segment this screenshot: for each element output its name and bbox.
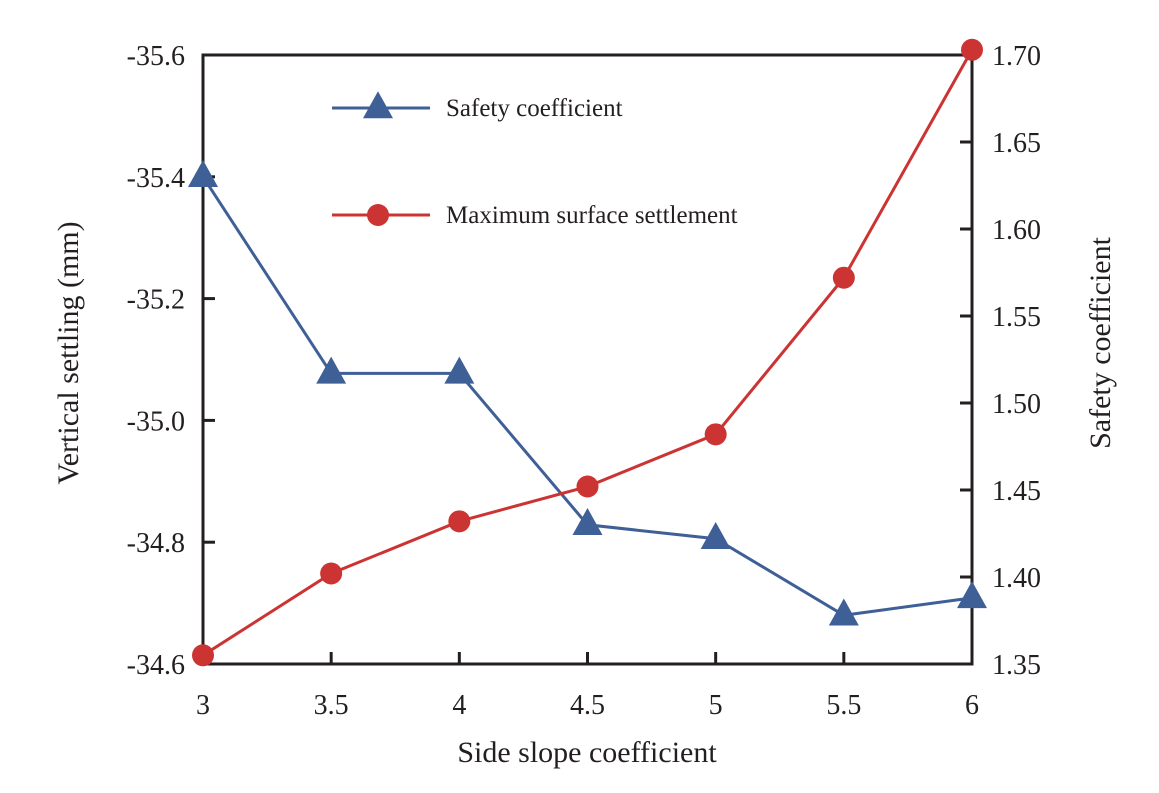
y-axis-right-title: Safety coefficient bbox=[1084, 236, 1117, 449]
series-1-triangle-point bbox=[316, 356, 347, 384]
y-right-tick-label: 1.55 bbox=[992, 302, 1041, 333]
x-tick-label: 3 bbox=[196, 690, 210, 721]
x-axis-title: Side slope coefficient bbox=[457, 736, 717, 769]
series-2-circle-point bbox=[448, 510, 471, 533]
x-tick-label: 3.5 bbox=[314, 690, 349, 721]
series-1-triangle-point bbox=[188, 160, 218, 188]
x-tick-label: 4.5 bbox=[570, 690, 605, 721]
x-tick-label: 6 bbox=[965, 690, 979, 721]
y-right-tick-label: 1.60 bbox=[992, 215, 1041, 246]
y-right-tick-label: 1.40 bbox=[992, 563, 1041, 594]
plot-frame bbox=[201, 53, 974, 666]
y-left-tick-label: -35.6 bbox=[127, 41, 185, 72]
y-right-tick-label: 1.65 bbox=[992, 128, 1041, 159]
x-tick-label: 4 bbox=[452, 690, 466, 721]
series-group bbox=[188, 38, 987, 667]
y-left-tick-label: -35.0 bbox=[127, 406, 185, 437]
legend-label-1: Safety coefficient bbox=[446, 95, 623, 122]
series-1-triangle-point bbox=[572, 508, 603, 536]
y-right-tick-label: 1.50 bbox=[992, 389, 1041, 420]
series-2-circle-point bbox=[320, 562, 343, 585]
series-2-circle-point bbox=[832, 266, 855, 289]
y-right-tick-label: 1.45 bbox=[992, 476, 1041, 507]
axes-group: 3 3.5 4 4.5 5 5.5 6 -34.6 -34.8 -35.0 -35.2 -35.4 -3… bbox=[127, 41, 1041, 721]
legend: Safety coefficient Maximum surface settle… bbox=[332, 91, 738, 229]
series-1-triangle-point bbox=[444, 356, 475, 384]
series-2-circle-point bbox=[704, 423, 727, 446]
series-1-triangle-point bbox=[700, 521, 731, 549]
series-line-1 bbox=[201, 175, 973, 617]
x-tick-label: 5.5 bbox=[826, 690, 861, 721]
legend-circle-marker bbox=[367, 204, 389, 226]
y-axis-left-title: Vertical settling (mm) bbox=[52, 221, 85, 484]
y-left-tick-label: -34.8 bbox=[127, 528, 185, 559]
y-right-tick-label: 1.35 bbox=[992, 650, 1041, 681]
y-left-tick-label: -35.4 bbox=[127, 163, 185, 194]
series-1-triangle-point bbox=[957, 581, 987, 609]
series-2-circle-point bbox=[961, 38, 983, 61]
x-tick-label: 5 bbox=[709, 690, 723, 721]
legend-triangle-marker bbox=[363, 91, 393, 119]
y-right-tick-label: 1.70 bbox=[992, 41, 1041, 72]
y-left-tick-label: -35.2 bbox=[127, 285, 185, 316]
series-2-circle-point bbox=[192, 644, 214, 667]
y-left-tick-label: -34.6 bbox=[127, 650, 185, 681]
series-1-triangle-point bbox=[828, 598, 859, 626]
series-2-circle-point bbox=[576, 475, 599, 498]
legend-label-2: Maximum surface settlement bbox=[446, 202, 738, 229]
